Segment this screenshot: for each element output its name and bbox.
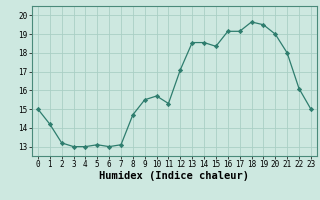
X-axis label: Humidex (Indice chaleur): Humidex (Indice chaleur) <box>100 171 249 181</box>
